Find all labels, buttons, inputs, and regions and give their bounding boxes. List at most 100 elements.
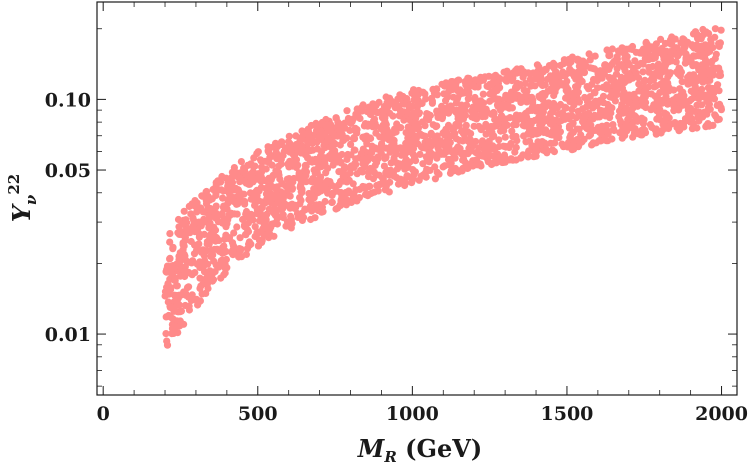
data-point xyxy=(267,223,275,231)
data-point xyxy=(180,242,188,250)
data-point xyxy=(253,175,261,183)
data-point xyxy=(285,180,293,188)
data-point xyxy=(697,35,705,43)
data-point xyxy=(370,188,378,196)
data-point xyxy=(538,138,546,146)
data-point xyxy=(702,92,710,100)
data-point xyxy=(384,167,392,175)
data-point xyxy=(652,130,660,138)
data-point xyxy=(695,95,703,103)
data-point xyxy=(713,101,721,109)
data-point xyxy=(253,210,261,218)
data-point xyxy=(442,97,450,105)
data-point xyxy=(441,162,449,170)
data-point xyxy=(255,236,263,244)
data-point xyxy=(222,223,230,231)
data-point xyxy=(580,113,588,121)
data-point xyxy=(479,110,487,118)
data-point xyxy=(251,223,259,231)
data-point xyxy=(220,202,228,210)
data-point xyxy=(297,149,305,157)
data-point xyxy=(560,80,568,88)
data-point xyxy=(342,188,350,197)
data-point xyxy=(477,126,485,134)
data-point xyxy=(240,177,248,185)
data-point xyxy=(600,136,608,144)
data-point xyxy=(273,155,281,163)
data-point xyxy=(487,123,495,131)
data-point xyxy=(382,153,390,161)
data-point xyxy=(295,171,303,179)
data-point xyxy=(583,124,591,132)
data-point xyxy=(233,186,241,195)
data-point xyxy=(450,151,458,159)
data-point xyxy=(648,104,657,112)
data-point xyxy=(613,55,622,63)
data-point xyxy=(688,125,697,133)
data-point xyxy=(323,124,331,132)
data-point xyxy=(495,153,503,161)
scatter-points xyxy=(161,25,726,349)
data-point xyxy=(622,120,630,128)
data-point xyxy=(180,207,188,215)
data-point xyxy=(390,143,398,151)
data-point xyxy=(552,133,560,141)
data-point xyxy=(286,157,294,165)
data-point xyxy=(632,100,640,108)
data-point xyxy=(422,173,430,181)
data-point xyxy=(523,98,531,106)
data-point xyxy=(386,148,394,156)
data-point xyxy=(197,282,205,290)
data-point xyxy=(460,103,468,112)
data-point xyxy=(235,245,244,253)
data-point xyxy=(217,274,225,282)
data-point xyxy=(412,157,420,165)
y-tick-label: 0.10 xyxy=(45,89,91,111)
data-point xyxy=(591,111,599,119)
data-point xyxy=(242,207,251,216)
data-point xyxy=(694,52,703,60)
data-point xyxy=(307,197,315,205)
data-point xyxy=(691,107,699,115)
data-point xyxy=(162,330,170,338)
data-point xyxy=(670,100,678,108)
data-point xyxy=(606,51,614,59)
data-point xyxy=(230,210,238,218)
data-point xyxy=(717,26,725,34)
data-point xyxy=(661,62,670,70)
data-point xyxy=(219,194,227,202)
data-point xyxy=(701,59,709,67)
data-point xyxy=(400,100,408,108)
x-tick-label: 2000 xyxy=(695,403,748,425)
data-point xyxy=(642,103,650,112)
data-point xyxy=(225,234,234,242)
data-point xyxy=(359,133,367,141)
data-point xyxy=(212,186,220,195)
data-point xyxy=(421,90,429,98)
data-point xyxy=(615,113,623,121)
data-point xyxy=(570,95,578,104)
data-point xyxy=(454,94,462,102)
data-point xyxy=(496,75,504,83)
data-point xyxy=(479,90,487,98)
data-point xyxy=(443,130,451,138)
data-point xyxy=(359,145,367,153)
data-point xyxy=(304,154,312,162)
data-point xyxy=(246,180,254,188)
data-point xyxy=(503,67,511,75)
data-point xyxy=(353,170,361,178)
data-point xyxy=(496,106,505,114)
data-point xyxy=(547,109,555,118)
data-point xyxy=(214,218,222,226)
data-point xyxy=(351,126,359,134)
data-point xyxy=(215,236,223,245)
data-point xyxy=(166,238,174,246)
data-point xyxy=(562,94,570,102)
data-point xyxy=(468,107,476,115)
data-point xyxy=(527,120,535,128)
data-point xyxy=(618,100,626,109)
data-point xyxy=(511,148,519,156)
data-point xyxy=(670,107,678,115)
data-point xyxy=(711,33,719,41)
data-point xyxy=(465,88,473,96)
